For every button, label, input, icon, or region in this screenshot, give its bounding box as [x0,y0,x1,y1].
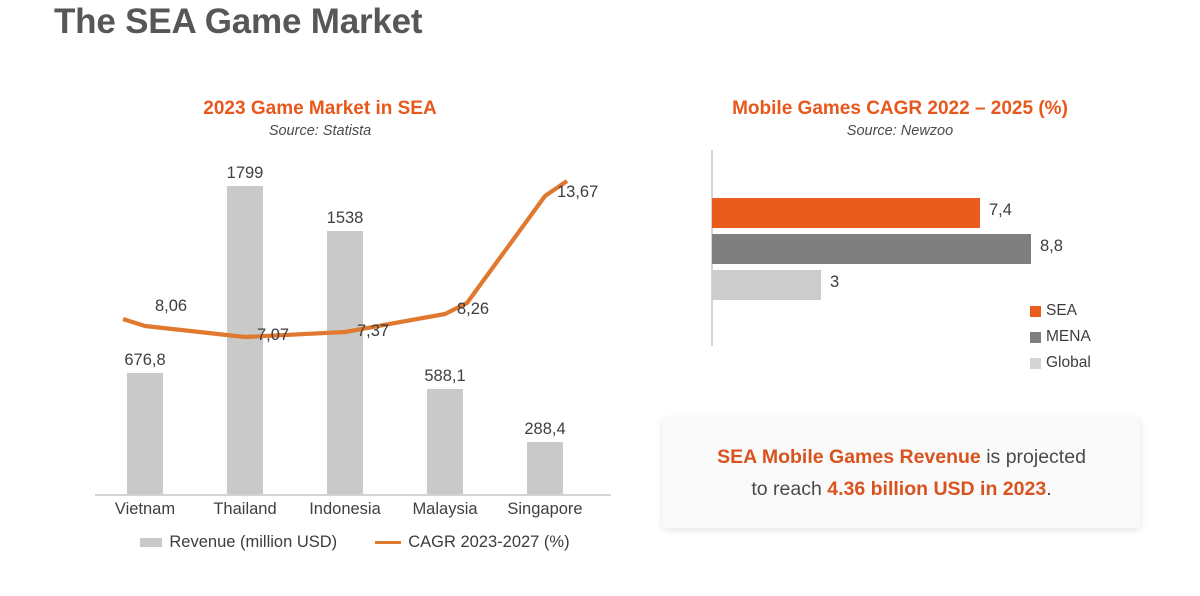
legend-item-global[interactable]: Global [1030,354,1091,372]
legend-label-sea: SEA [1046,302,1078,319]
cagr-bar-global[interactable] [712,270,821,300]
left-chart-source: Source: Statista [268,123,372,139]
right-chart-axis-line [711,150,713,346]
category-label-thailand: Thailand [213,500,277,518]
legend-item-cagr[interactable]: CAGR 2023-2027 (%) [375,533,570,552]
cagr-bar-label-global: 3 [830,273,840,291]
left-chart-title: 2023 Game Market in SEA [203,98,437,119]
cagr-line-path [122,179,569,340]
revenue-bar-label-singapore: 288,4 [524,419,566,438]
orange-line-swatch-icon [375,540,402,545]
legend-label-revenue: Revenue (million USD) [169,533,338,551]
cagr-label-thailand: 7,07 [257,326,290,344]
legend-label-global: Global [1046,354,1091,371]
callout-line-2-pre: to reach [751,477,828,500]
column-slot-singapore: 288,4 [495,149,595,494]
category-label-indonesia: Indonesia [309,500,381,518]
bar-row-mena: 8,8 [712,234,1132,264]
page-title: The SEA Game Market [54,2,423,41]
revenue-bar-indonesia[interactable] [327,230,363,494]
right-chart-legend: SEA MENA Global [1030,302,1091,380]
category-label-singapore: Singapore [507,500,583,518]
revenue-bar-vietnam[interactable] [127,372,163,494]
legend-item-mena[interactable]: MENA [1030,328,1091,346]
category-label-malaysia: Malaysia [412,500,478,518]
cagr-label-indonesia: 7,37 [357,322,390,340]
revenue-bar-malaysia[interactable] [427,388,463,494]
legend-item-revenue[interactable]: Revenue (million USD) [140,533,337,552]
cagr-line-series [122,179,569,340]
legend-label-mena: MENA [1046,328,1091,345]
legend-label-cagr: CAGR 2023-2027 (%) [408,533,570,551]
cagr-bar-label-mena: 8,8 [1040,237,1063,255]
sea-game-market-chart: 2023 Game Market in SEA Source: Statista… [0,90,640,570]
cagr-bar-sea[interactable] [712,198,980,228]
callout-line-1: SEA Mobile Games Revenue is projected [717,446,1086,469]
callout-highlight-subject: SEA Mobile Games Revenue [717,445,981,468]
revenue-projection-callout: SEA Mobile Games Revenue is projected to… [663,418,1140,528]
cagr-label-vietnam: 8,06 [155,297,188,315]
revenue-bar-label-indonesia: 1538 [326,208,364,227]
orange-square-swatch-icon [1030,305,1041,317]
revenue-bar-thailand[interactable] [227,185,263,494]
light-gray-square-swatch-icon [1030,357,1041,369]
column-slot-indonesia: 1538 [295,149,395,494]
callout-line-2-post: . [1046,477,1052,500]
revenue-bar-label-malaysia: 588,1 [424,366,466,385]
left-chart-axis-line [95,494,611,496]
left-chart-plot-area: 676,8 1799 1538 588,1 288,4 Vietnam Thai… [95,149,615,518]
dark-gray-square-swatch-icon [1030,331,1041,343]
left-chart-legend: Revenue (million USD) CAGR 2023-2027 (%) [95,533,615,552]
legend-item-sea[interactable]: SEA [1030,302,1091,320]
revenue-bar-label-vietnam: 676,8 [124,350,166,369]
gray-rect-swatch-icon [140,538,163,547]
cagr-bar-mena[interactable] [712,234,1031,264]
bar-row-sea: 7,4 [712,198,1132,228]
cagr-bar-label-sea: 7,4 [989,201,1012,219]
cagr-label-singapore: 13,67 [557,183,599,201]
category-label-vietnam: Vietnam [114,500,176,518]
callout-highlight-value: 4.36 billion USD in 2023 [827,477,1047,500]
callout-line-1-rest: is projected [980,445,1086,468]
bar-row-global: 3 [712,270,1132,300]
revenue-bar-label-thailand: 1799 [226,163,264,182]
right-chart-title: Mobile Games CAGR 2022 – 2025 (%) [732,98,1068,119]
column-slot-malaysia: 588,1 [395,149,495,494]
column-slot-vietnam: 676,8 [95,149,195,494]
mobile-games-cagr-chart: Mobile Games CAGR 2022 – 2025 (%) Source… [660,90,1200,390]
callout-line-2: to reach 4.36 billion USD in 2023. [751,478,1051,501]
revenue-bar-singapore[interactable] [527,441,563,494]
right-chart-source: Source: Newzoo [846,123,954,139]
cagr-label-malaysia: 8,26 [457,300,490,318]
column-slot-thailand: 1799 [195,149,295,494]
